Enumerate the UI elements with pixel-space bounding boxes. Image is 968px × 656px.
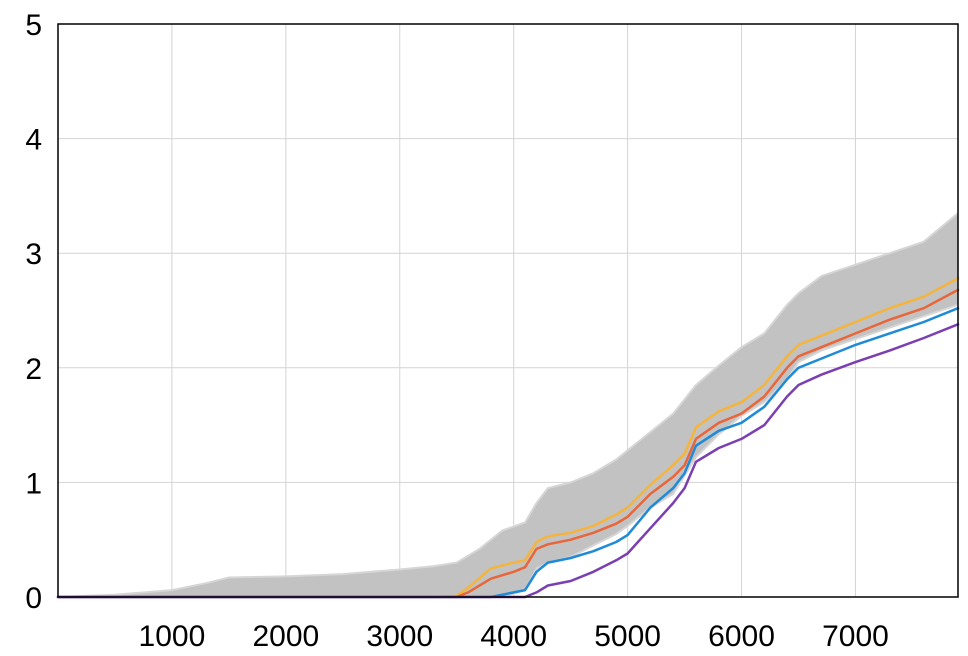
series-line-2 (56, 288, 960, 599)
x-tick-label: 5000 (594, 620, 661, 653)
x-tick-label: 4000 (480, 620, 547, 653)
y-axis-tick-labels: 0 1 2 3 4 5 (25, 9, 42, 615)
uncertainty-band (57, 212, 959, 598)
band-upper-edge (57, 212, 959, 598)
x-tick-label: 3000 (366, 620, 433, 653)
y-tick-label: 1 (25, 467, 42, 500)
series-line-1 (56, 277, 960, 599)
y-tick-label: 5 (25, 9, 42, 42)
x-axis-tick-labels: 1000 2000 3000 4000 5000 6000 7000 (139, 620, 889, 653)
x-tick-label: 6000 (708, 620, 775, 653)
band-area (58, 213, 958, 597)
plot-frame (57, 23, 959, 598)
x-tick-label: 7000 (822, 620, 889, 653)
x-tick-label: 1000 (139, 620, 206, 653)
y-tick-label: 4 (25, 124, 42, 157)
y-tick-label: 0 (25, 582, 42, 615)
y-tick-label: 2 (25, 353, 42, 386)
x-tick-label: 2000 (252, 620, 319, 653)
y-tick-label: 3 (25, 238, 42, 271)
